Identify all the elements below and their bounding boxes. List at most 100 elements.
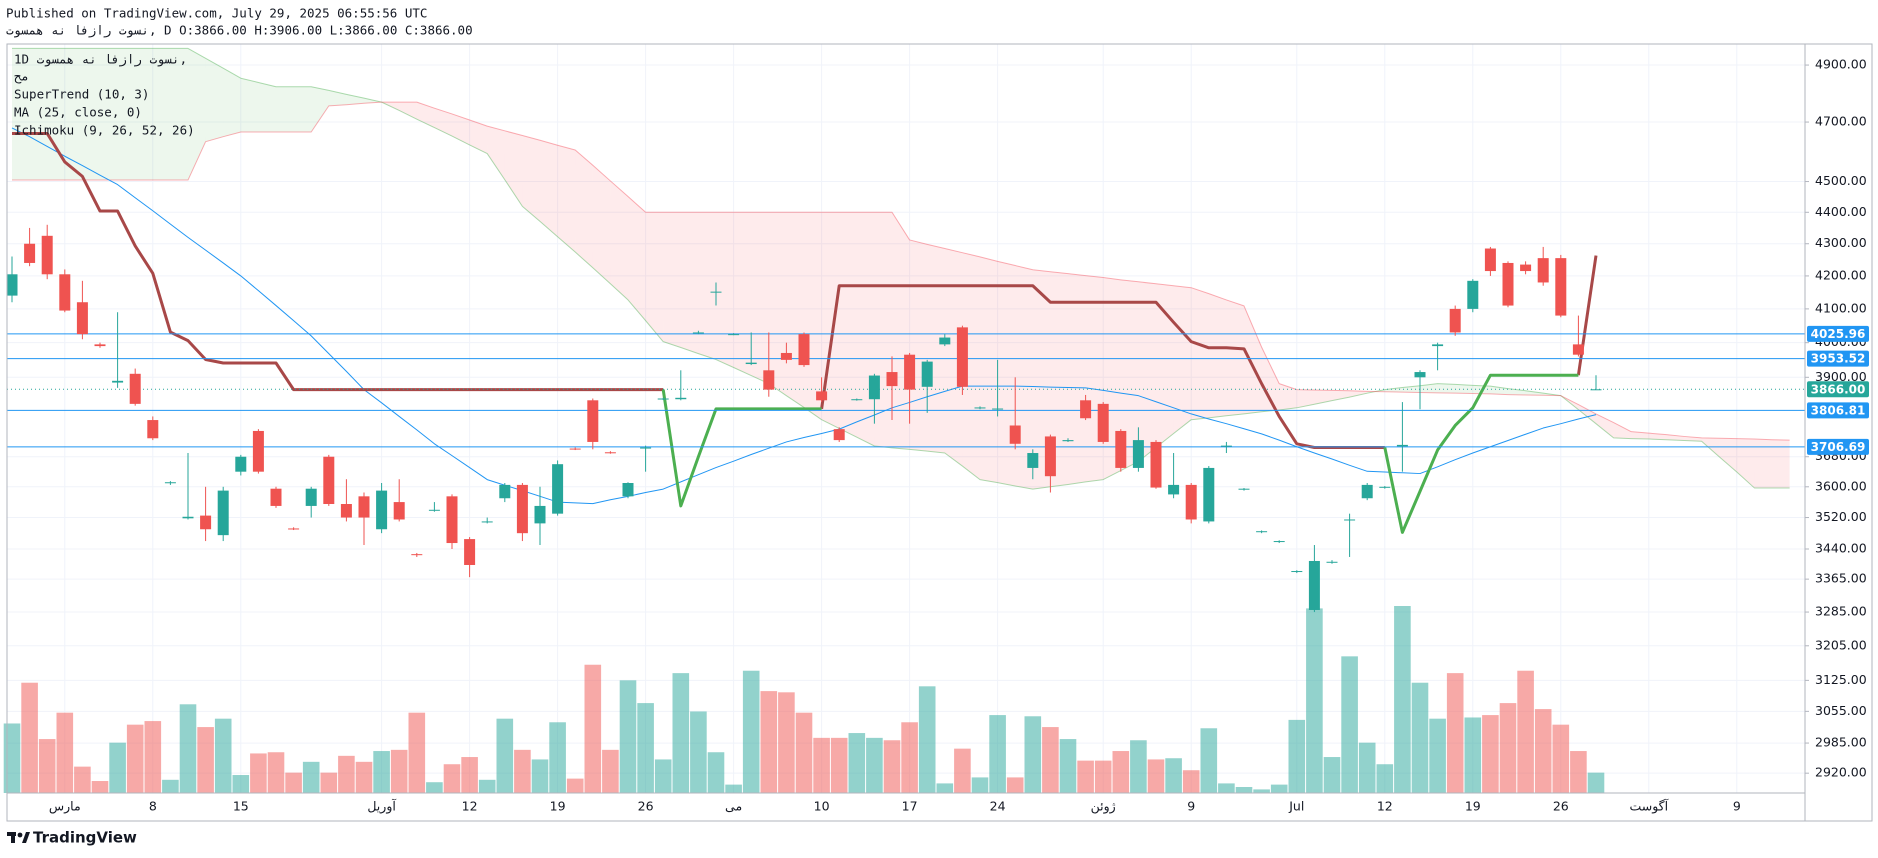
level-label-bg (1807, 438, 1869, 455)
candle-body (1238, 488, 1250, 490)
volume-bar (1358, 742, 1376, 793)
legend-ma: MA (25, close, 0) (14, 105, 142, 120)
candle-body (200, 515, 212, 530)
candle-body (59, 274, 71, 311)
volume-bar (338, 755, 355, 793)
x-tick-label: 12 (462, 799, 478, 814)
volume-bar (461, 757, 478, 793)
x-tick-label: 19 (1465, 799, 1481, 814)
candle-body (657, 398, 669, 400)
volume-bar (1323, 757, 1341, 793)
candle-body (76, 302, 88, 335)
cloud-segment (839, 212, 857, 438)
candle-body (1396, 444, 1408, 447)
volume-bar (760, 691, 778, 793)
volume-bar (126, 724, 144, 793)
cloud-segment (82, 48, 100, 181)
volume-bar (1147, 759, 1165, 793)
candle-body (1132, 440, 1144, 468)
cloud-segment (1560, 395, 1579, 410)
candle-body (640, 447, 652, 449)
candle-body (1432, 344, 1444, 347)
volume-bar (566, 778, 584, 793)
candle-body (464, 539, 476, 565)
cloud-segment (522, 135, 540, 222)
volume-bar (1077, 760, 1094, 793)
cloud-segment (645, 212, 664, 342)
cloud-segment (1437, 383, 1456, 394)
span-b-line (12, 101, 1790, 441)
candle-body (358, 496, 370, 518)
candle-body (6, 274, 18, 296)
candle-body (1273, 541, 1285, 543)
level-label-bg (1807, 325, 1869, 342)
x-tick-label: 19 (550, 799, 566, 814)
volume-bar (496, 718, 514, 793)
volume-bar (38, 739, 56, 793)
cloud-segment (1543, 393, 1561, 396)
cloud-segment (1578, 404, 1596, 424)
x-tick-label: 9 (1733, 799, 1741, 814)
cloud-segment (575, 149, 593, 268)
volume-bar (74, 766, 91, 793)
cloud-segment (1613, 422, 1632, 439)
cloud-segment (1648, 433, 1667, 440)
candle-body (1308, 560, 1320, 610)
y-tick-label: 3125.00 (1815, 672, 1867, 687)
volume-bar (56, 712, 74, 793)
candle-body (886, 372, 898, 387)
volume-bar (1006, 777, 1024, 793)
cloud-segment (1420, 383, 1438, 393)
cloud-segment (47, 48, 65, 181)
candle-body (1044, 436, 1056, 477)
x-tick-label: Jul (1288, 799, 1304, 814)
candle-body (974, 407, 986, 409)
volume-bar (320, 772, 338, 793)
candle-body (1291, 571, 1303, 573)
volume-bar (531, 759, 549, 793)
candle-body (1484, 248, 1496, 272)
candle-body (1414, 372, 1426, 378)
y-tick-label: 3900.00 (1815, 369, 1867, 384)
x-tick-label: 8 (149, 799, 157, 814)
candle-body (534, 505, 546, 524)
volume-bar (232, 775, 250, 793)
candle-body (1097, 403, 1109, 442)
volume-bar (1446, 673, 1464, 793)
volume-bar (1235, 787, 1253, 793)
cloud-segment (1384, 387, 1403, 393)
cloud-segment (469, 120, 488, 154)
candle-body (1537, 258, 1549, 283)
cloud-segment (399, 102, 417, 120)
footer-logo: TradingView (33, 829, 137, 847)
cloud-segment (152, 48, 171, 181)
candle-body (270, 488, 282, 506)
cloud-segment (1367, 389, 1385, 394)
volume-bar (144, 721, 162, 793)
volume-bar (918, 686, 936, 793)
candle-body (1185, 484, 1197, 520)
candle-body (182, 516, 194, 519)
cloud-segment (768, 212, 787, 396)
volume-bar (514, 749, 531, 793)
candle-body (305, 488, 317, 506)
candle-body (710, 291, 722, 293)
cloud-segment (381, 102, 400, 111)
y-tick-label: 4900.00 (1815, 57, 1867, 72)
cloud-segment (540, 140, 558, 237)
volume-bar (285, 772, 302, 793)
cloud-segment (1050, 271, 1068, 487)
volume-bar (390, 749, 408, 793)
y-tick-label: 3440.00 (1815, 540, 1867, 555)
volume-bar (109, 742, 126, 793)
cloud-segment (927, 244, 945, 454)
cloud-segment (100, 48, 118, 181)
cloud-segment (135, 48, 153, 181)
cloud-segment (205, 58, 224, 142)
cloud-segment (1525, 390, 1544, 396)
candle-body (904, 354, 916, 390)
y-tick-label: 3055.00 (1815, 703, 1867, 718)
candle-body (235, 456, 247, 472)
volume-bar (478, 779, 496, 793)
